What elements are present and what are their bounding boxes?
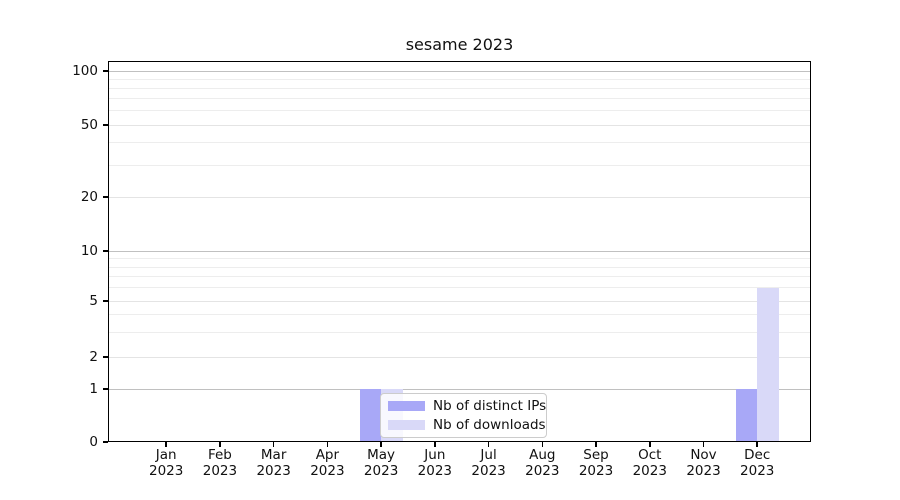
gridline-y-4 [108, 314, 811, 316]
gridline-y-80 [108, 87, 811, 89]
gridline-y-40 [108, 142, 811, 144]
y-tick-label-2: 2 [89, 349, 98, 365]
x-tick-mark-3 [272, 442, 275, 447]
y-tick-mark-1 [103, 388, 108, 390]
x-tick-mark-10 [649, 442, 651, 447]
x-tick-label-oct-2023: Oct 2023 [632, 447, 667, 479]
y-tick-label-50: 50 [80, 117, 98, 133]
y-tick-mark-2 [103, 356, 108, 358]
y-tick-label-0: 0 [89, 434, 98, 450]
gridline-y-70 [108, 98, 811, 100]
x-tick-mark-4 [326, 442, 329, 447]
x-tick-label-sep-2023: Sep 2023 [578, 447, 614, 479]
x-tick-mark-7 [487, 442, 490, 447]
x-tick-label-feb-2023: Feb 2023 [202, 447, 238, 479]
legend: Nb of distinct IPs Nb of downloads [380, 393, 547, 438]
plot-area [108, 61, 811, 442]
y-tick-label-5: 5 [89, 293, 98, 309]
x-tick-mark-2 [219, 442, 221, 447]
legend-swatch-distinct-ips [388, 401, 425, 411]
legend-item-downloads: Nb of downloads [388, 417, 546, 433]
gridline-y-20 [108, 196, 811, 198]
y-tick-mark-50 [103, 124, 108, 126]
gridline-y-5 [108, 300, 811, 302]
bar-dec-2023-series-1 [757, 287, 779, 442]
y-tick-mark-100 [103, 70, 108, 72]
x-tick-label-may-2023: May 2023 [363, 447, 399, 479]
bar-may-2023-series-0 [359, 389, 382, 442]
gridline-y-30 [108, 164, 811, 166]
x-tick-mark-11 [702, 442, 705, 447]
gridline-y-8 [108, 266, 811, 268]
gridline-y-60 [108, 110, 811, 112]
gridline-y-7 [108, 276, 811, 278]
legend-item-distinct-ips: Nb of distinct IPs [388, 398, 546, 414]
x-tick-label-nov-2023: Nov 2023 [686, 447, 721, 479]
gridline-y-100 [108, 70, 811, 72]
y-tick-label-10: 10 [80, 243, 98, 259]
y-tick-label-20: 20 [80, 189, 98, 205]
x-tick-label-apr-2023: Apr 2023 [310, 447, 345, 479]
x-tick-mark-1 [165, 442, 167, 447]
x-tick-label-jun-2023: Jun 2023 [417, 447, 453, 479]
x-tick-label-jul-2023: Jul 2023 [471, 447, 506, 479]
gridline-y-2 [108, 356, 811, 358]
gridline-y-10 [108, 250, 811, 252]
x-tick-label-jan-2023: Jan 2023 [149, 447, 184, 479]
x-tick-mark-6 [434, 442, 436, 447]
gridline-y-1 [108, 388, 811, 390]
y-tick-mark-0 [103, 441, 108, 443]
gridline-y-90 [108, 78, 811, 80]
x-tick-label-dec-2023: Dec 2023 [740, 447, 775, 479]
y-tick-mark-20 [103, 196, 108, 198]
x-tick-mark-5 [380, 442, 382, 447]
legend-swatch-downloads [388, 420, 425, 430]
x-tick-mark-9 [595, 442, 597, 447]
gridline-y-9 [108, 258, 811, 260]
gridline-y-3 [108, 331, 811, 333]
x-tick-label-mar-2023: Mar 2023 [256, 447, 291, 479]
x-tick-mark-8 [541, 442, 544, 447]
x-tick-mark-12 [756, 442, 758, 447]
bar-dec-2023-series-0 [735, 389, 758, 442]
y-tick-mark-10 [103, 250, 108, 252]
gridline-y-6 [108, 287, 811, 289]
legend-label-downloads: Nb of downloads [433, 417, 546, 433]
y-tick-label-1: 1 [89, 381, 98, 397]
x-tick-label-aug-2023: Aug 2023 [525, 447, 560, 479]
legend-label-distinct-ips: Nb of distinct IPs [433, 398, 547, 414]
y-tick-label-100: 100 [72, 63, 98, 79]
gridline-y-50 [108, 124, 811, 126]
chart-title: sesame 2023 [405, 35, 514, 54]
y-tick-mark-5 [103, 300, 108, 302]
